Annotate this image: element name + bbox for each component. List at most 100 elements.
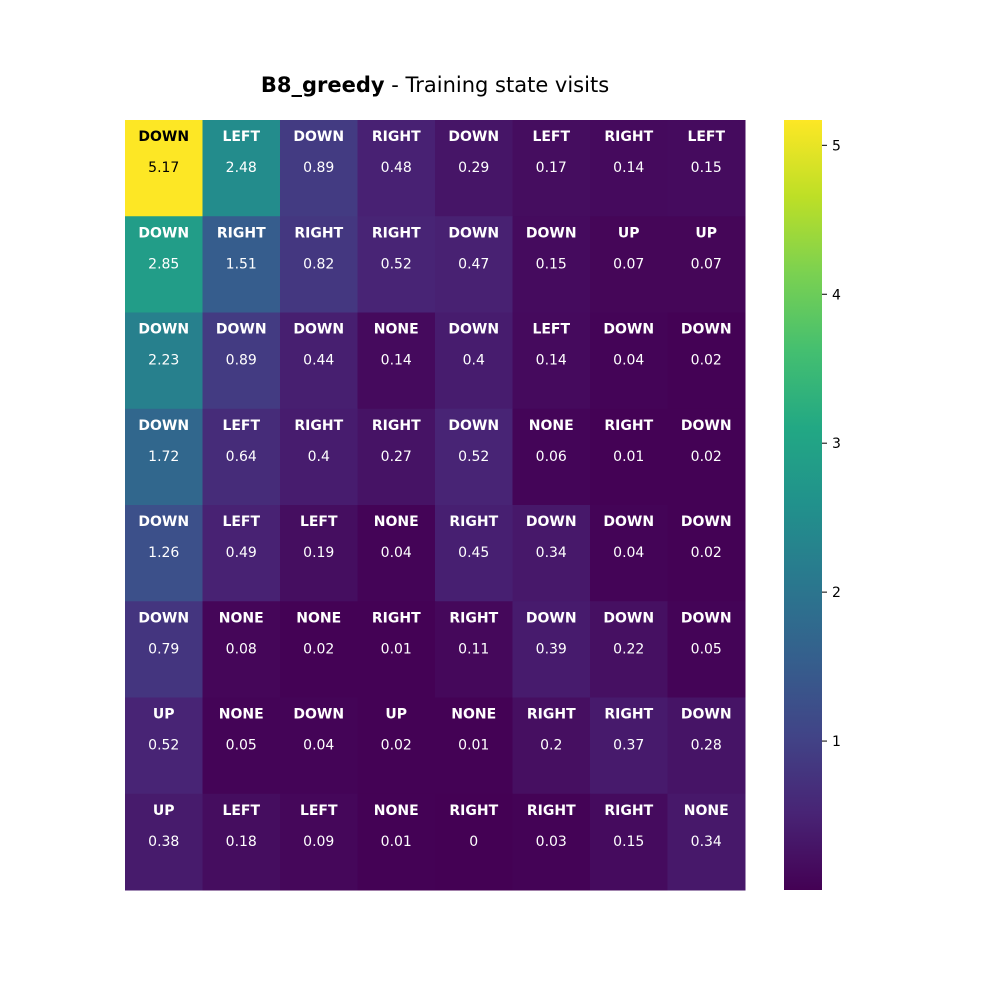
cell-action-label: LEFT: [532, 322, 570, 338]
heatmap-cell: [357, 408, 436, 506]
heatmap-cell: [357, 120, 436, 217]
cell-value-label: 5.17: [148, 160, 179, 176]
cell-action-label: DOWN: [681, 610, 732, 626]
cell-value-label: 0.04: [303, 738, 334, 754]
heatmap-cell: [512, 408, 591, 506]
cell-action-label: DOWN: [603, 610, 654, 626]
cell-value-label: 0.19: [303, 545, 334, 561]
cell-value-label: 0.02: [303, 641, 334, 657]
heatmap-cell: [590, 408, 668, 506]
cell-action-label: RIGHT: [372, 610, 421, 626]
cell-value-label: 0.82: [303, 256, 334, 272]
heatmap-cell: [512, 697, 591, 795]
cell-value-label: 0.28: [691, 738, 722, 754]
cell-value-label: 0.44: [303, 353, 334, 369]
cell-value-label: 0.01: [381, 641, 412, 657]
cell-action-label: DOWN: [138, 610, 189, 626]
cell-value-label: 0.02: [691, 449, 722, 465]
cell-action-label: UP: [153, 707, 175, 723]
cell-action-label: RIGHT: [604, 418, 653, 434]
heatmap-cell: [590, 312, 668, 410]
cell-value-label: 0.08: [226, 641, 257, 657]
cell-value-label: 0.27: [381, 449, 412, 465]
heatmap-cell: [435, 793, 513, 891]
cell-action-label: RIGHT: [372, 129, 421, 145]
cell-action-label: RIGHT: [604, 129, 653, 145]
cell-value-label: 0.37: [613, 738, 644, 754]
cell-value-label: 0.29: [458, 160, 489, 176]
cell-action-label: UP: [618, 225, 640, 241]
cell-value-label: 0.4: [308, 449, 330, 465]
heatmap-cell: [357, 505, 436, 602]
cell-action-label: RIGHT: [294, 418, 343, 434]
cell-value-label: 0.04: [381, 545, 412, 561]
heatmap-cell: [435, 601, 513, 698]
colorbar-tick-label: 1: [832, 734, 841, 750]
cell-value-label: 0.09: [303, 834, 334, 850]
heatmap-cell: [667, 216, 746, 313]
colorbar: 1 2 3 4 5: [784, 120, 841, 890]
cell-value-label: 0.01: [458, 738, 489, 754]
chart-title-bold: B8_greedy: [261, 73, 385, 97]
cell-action-label: LEFT: [532, 129, 570, 145]
heatmap-cell: [512, 793, 591, 891]
chart-title-rest: - Training state visits: [385, 73, 610, 97]
heatmap-cell: [357, 697, 436, 795]
cell-value-label: 0.05: [691, 641, 722, 657]
heatmap-cell: [590, 697, 668, 795]
heatmap-cell: [435, 216, 513, 313]
cell-action-label: DOWN: [448, 225, 499, 241]
colorbar-tick-label: 3: [832, 436, 841, 452]
cell-value-label: 0.4: [463, 353, 485, 369]
cell-action-label: LEFT: [300, 803, 338, 819]
cell-value-label: 0.07: [613, 256, 644, 272]
cell-action-label: DOWN: [138, 129, 189, 145]
colorbar-tick-label: 2: [832, 585, 841, 601]
cell-action-label: RIGHT: [372, 225, 421, 241]
cell-value-label: 0.45: [458, 545, 489, 561]
cell-action-label: DOWN: [293, 322, 344, 338]
heatmap-cell: [435, 505, 513, 602]
heatmap-cell: [280, 408, 358, 506]
cell-value-label: 0.01: [613, 449, 644, 465]
cell-value-label: 0.79: [148, 641, 179, 657]
heatmap-cell: [280, 216, 358, 313]
cell-value-label: 0.34: [536, 545, 567, 561]
cell-action-label: DOWN: [526, 610, 577, 626]
heatmap-cell: [667, 697, 746, 795]
heatmap-cell: [202, 793, 281, 891]
cell-value-label: 0.52: [381, 256, 412, 272]
cell-action-label: LEFT: [687, 129, 725, 145]
heatmap-cell: [202, 505, 281, 602]
heatmap-cell: [202, 312, 281, 410]
cell-value-label: 0.01: [381, 834, 412, 850]
cell-value-label: 0.15: [613, 834, 644, 850]
heatmap-cell: [357, 601, 436, 698]
heatmap-cell: [202, 216, 281, 313]
heatmap-cell: [357, 216, 436, 313]
heatmap-cell: [125, 697, 203, 795]
cell-value-label: 0.07: [691, 256, 722, 272]
cell-action-label: NONE: [374, 803, 419, 819]
heatmap-cell: [280, 793, 358, 891]
cell-action-label: DOWN: [681, 418, 732, 434]
cell-action-label: DOWN: [681, 322, 732, 338]
cell-action-label: DOWN: [681, 514, 732, 530]
heatmap-cell: [125, 312, 203, 410]
heatmap-cell: [435, 312, 513, 410]
cell-action-label: NONE: [219, 707, 264, 723]
cell-value-label: 0.2: [540, 738, 562, 754]
cell-value-label: 0.34: [691, 834, 722, 850]
cell-value-label: 0.15: [691, 160, 722, 176]
heatmap-grid: DOWN 5.17 LEFT 2.48 DOWN 0.89 RIGHT 0.48 DOWN 0.2…: [125, 120, 746, 891]
cell-action-label: DOWN: [448, 418, 499, 434]
cell-value-label: 0.02: [691, 545, 722, 561]
cell-value-label: 0.04: [613, 545, 644, 561]
cell-action-label: NONE: [529, 418, 574, 434]
cell-action-label: DOWN: [293, 707, 344, 723]
cell-action-label: DOWN: [681, 707, 732, 723]
heatmap-cell: [435, 697, 513, 795]
heatmap-cell: [512, 120, 591, 217]
heatmap-cell: [357, 312, 436, 410]
